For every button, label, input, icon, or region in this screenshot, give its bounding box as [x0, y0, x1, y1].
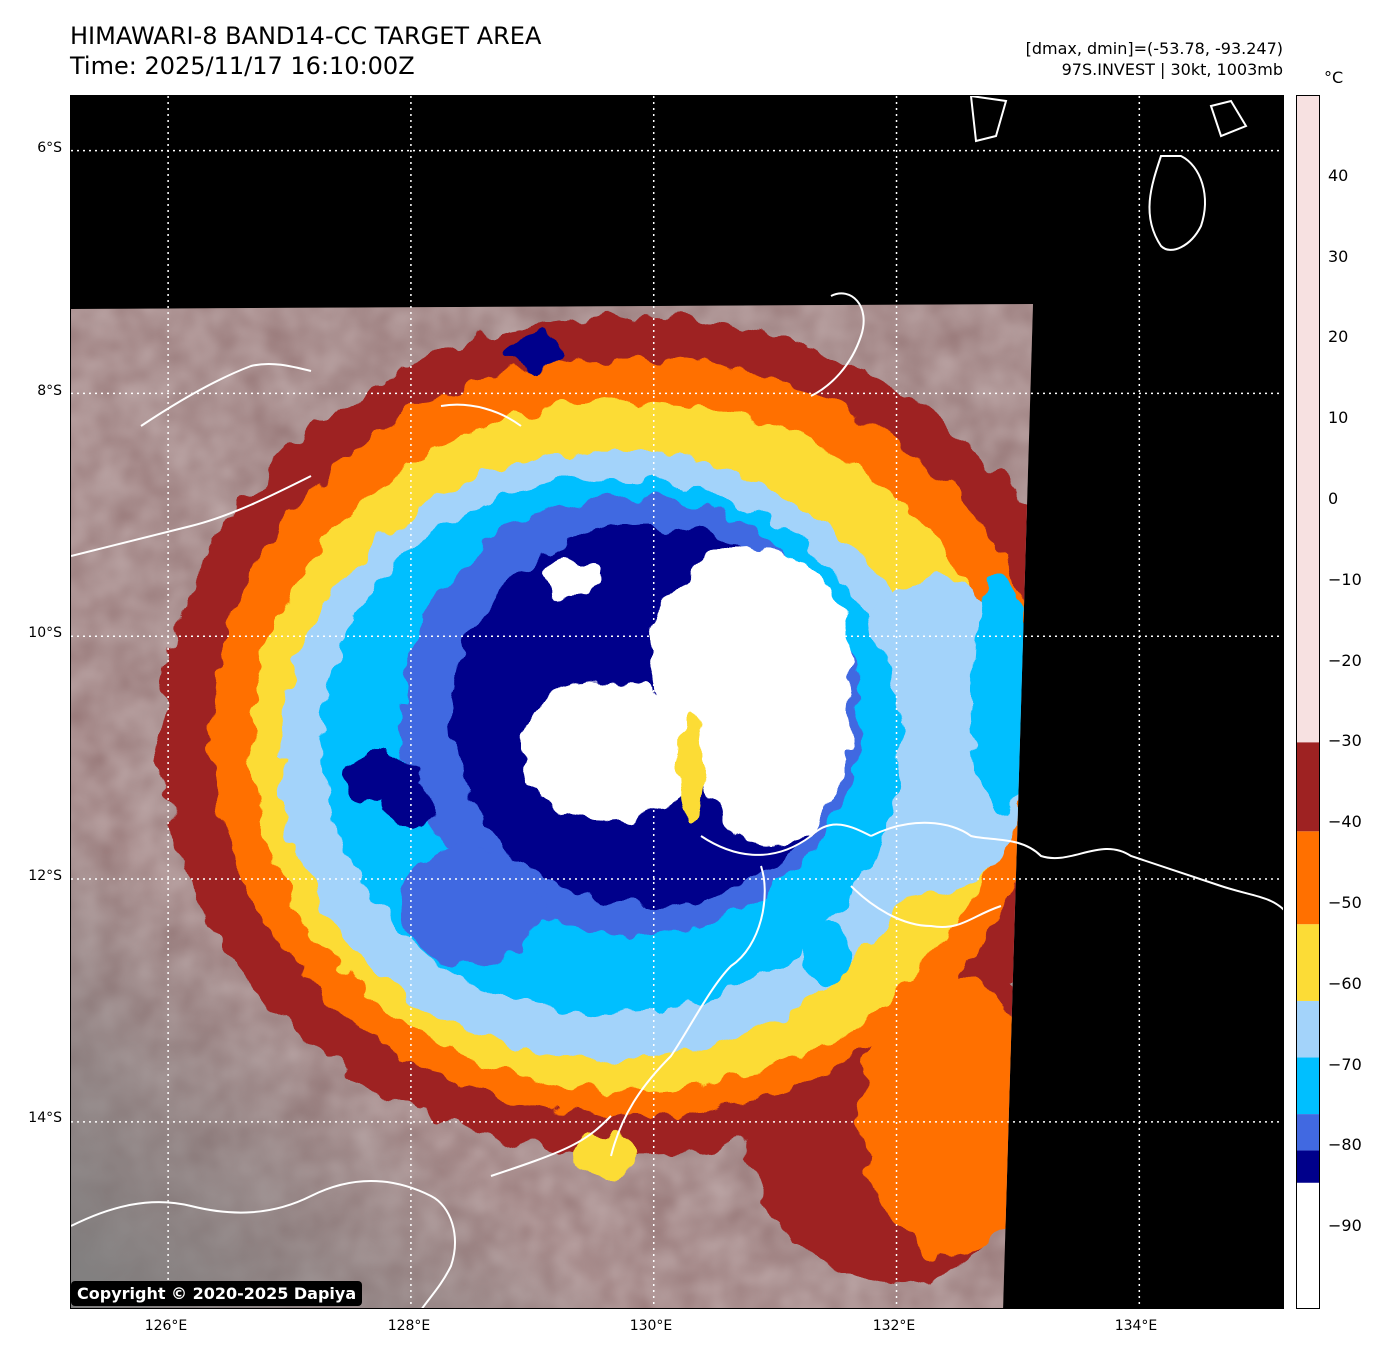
colorbar-tick-label: −10	[1328, 569, 1362, 589]
chart-time: Time: 2025/11/17 16:10:00Z	[70, 52, 415, 80]
colorbar-tick-label: 20	[1328, 327, 1349, 347]
colorbar-tick-label: −60	[1328, 973, 1362, 993]
colorbar	[1296, 95, 1320, 1309]
lon-label: 132°E	[872, 1318, 916, 1334]
colorbar-tick-label: −50	[1328, 893, 1362, 912]
colorbar-band	[1297, 1057, 1319, 1115]
colorbar-band	[1297, 1150, 1319, 1183]
lon-label: 128°E	[387, 1318, 431, 1334]
storm-info: 97S.INVEST | 30kt, 1003mb	[1061, 60, 1283, 79]
colorbar-tick-label: −30	[1328, 731, 1362, 751]
satellite-map: Copyright © 2020-2025 Dapiya	[70, 95, 1284, 1309]
colorbar-tick-label: −80	[1328, 1135, 1362, 1155]
lat-label: 10°S	[28, 625, 62, 641]
colorbar-gradient	[1297, 96, 1319, 743]
colorbar-tick-label: 40	[1328, 165, 1349, 185]
lat-label: 12°S	[28, 868, 62, 884]
colorbar-tick-label: 10	[1328, 408, 1349, 428]
lon-label: 126°E	[144, 1318, 188, 1334]
lat-label: 6°S	[37, 140, 62, 156]
colorbar-band	[1297, 1000, 1319, 1058]
colorbar-tick-label: −70	[1328, 1054, 1362, 1074]
graticule	[71, 96, 1283, 1308]
coastlines	[71, 96, 1283, 1308]
cloud-tops	[161, 316, 1033, 1286]
colorbar-tick-label: 30	[1328, 246, 1349, 266]
colorbar-tick-label: −20	[1328, 650, 1362, 670]
colorbar-band	[1297, 924, 1319, 1001]
colorbar-tick-label: −40	[1328, 812, 1362, 832]
colorbar-band	[1297, 742, 1319, 832]
copyright-label: Copyright © 2020-2025 Dapiya	[71, 1281, 363, 1306]
map-canvas	[71, 96, 1283, 1308]
intensity-range: [dmax, dmin]=(-53.78, -93.247)	[1025, 39, 1283, 58]
colorbar-unit: °C	[1324, 68, 1344, 87]
lon-label: 134°E	[1114, 1318, 1158, 1334]
colorbar-band	[1297, 831, 1319, 925]
colorbar-tick-label: −90	[1328, 1216, 1362, 1236]
colorbar-band	[1297, 1182, 1319, 1308]
colorbar-band	[1297, 1114, 1319, 1151]
lat-label: 14°S	[28, 1110, 62, 1126]
lon-label: 130°E	[629, 1318, 673, 1334]
colorbar-scale	[1297, 96, 1319, 1308]
colorbar-tick-label: 0	[1328, 489, 1339, 508]
lat-label: 8°S	[37, 383, 62, 399]
chart-title: HIMAWARI-8 BAND14-CC TARGET AREA	[70, 22, 542, 50]
